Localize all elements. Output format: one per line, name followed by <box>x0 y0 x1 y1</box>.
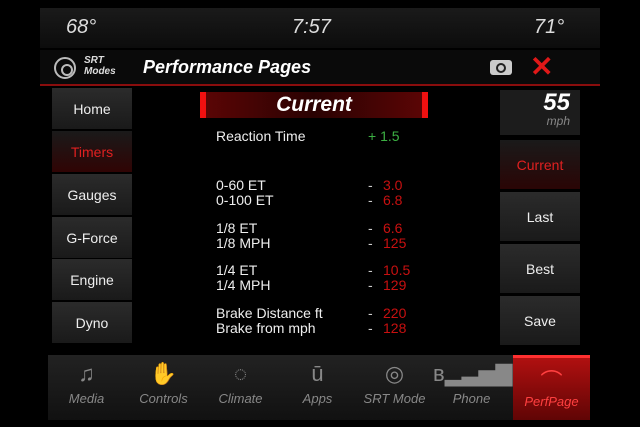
row-dash: - <box>368 277 373 293</box>
header: SRT Modes Performance Pages ✕ <box>40 50 600 86</box>
nav-apps[interactable]: ū Apps <box>279 355 356 420</box>
row-value: 128 <box>383 320 407 336</box>
reaction-time-label: Reaction Time <box>216 128 306 144</box>
row-value: 220 <box>383 305 407 321</box>
row-dash: - <box>368 235 373 251</box>
speed-value: 55 <box>543 89 570 116</box>
climate-icon: ◌ <box>233 361 248 386</box>
best-button[interactable]: Best <box>500 244 580 293</box>
reaction-time-value: + 1.5 <box>368 128 400 144</box>
status-bar: 68° 7:57 71° <box>40 8 600 48</box>
page-title: Performance Pages <box>143 57 312 77</box>
sidebar-item-engine[interactable]: Engine <box>52 259 132 300</box>
nav-controls[interactable]: ✋ Controls <box>125 355 202 420</box>
sidebar-item-timers[interactable]: Timers <box>52 131 132 172</box>
gauge-icon: ⌒ <box>540 369 563 394</box>
row-dash: - <box>368 177 373 193</box>
row-label: 0-60 ET <box>216 177 266 193</box>
save-button[interactable]: Save <box>500 296 580 345</box>
row-label: Brake Distance ft <box>216 305 323 321</box>
temp-right[interactable]: 71° <box>534 16 565 38</box>
steering-wheel-icon: ◎ <box>384 361 405 386</box>
srt-modes-logo: SRT Modes <box>84 55 116 77</box>
row-dash: - <box>368 320 373 336</box>
row-label: 1/4 ET <box>216 262 258 278</box>
temp-left[interactable]: 68° <box>66 16 97 38</box>
sidebar-item-g-force[interactable]: G-Force <box>52 217 132 258</box>
speed-readout: 55 mph <box>500 90 580 135</box>
close-icon[interactable]: ✕ <box>530 51 554 82</box>
row-label: 1/4 MPH <box>216 277 271 293</box>
row-value: 6.6 <box>383 220 403 236</box>
nav-srt-mode[interactable]: ◎ SRT Mode <box>356 355 433 420</box>
row-value: 6.8 <box>383 192 403 208</box>
phone-signal-icon: ʙ▂▃▅▇ <box>433 361 513 386</box>
speed-unit: mph <box>546 114 570 128</box>
current-button[interactable]: Current <box>500 140 580 189</box>
row-dash: - <box>368 192 373 208</box>
nav-climate[interactable]: ◌ Climate <box>202 355 279 420</box>
nav-perfpage[interactable]: ⌒ PerfPage <box>513 355 590 420</box>
controls-icon: ✋ <box>149 361 178 386</box>
apps-icon: ū <box>311 361 324 386</box>
music-icon: ♫ <box>78 361 95 386</box>
section-title: Current <box>200 92 428 118</box>
row-dash: - <box>368 220 373 236</box>
row-value: 10.5 <box>383 262 411 278</box>
nav-media[interactable]: ♫ Media <box>48 355 125 420</box>
steering-wheel-icon <box>54 57 76 79</box>
row-label: 1/8 ET <box>216 220 258 236</box>
row-label: 1/8 MPH <box>216 235 271 251</box>
row-value: 125 <box>383 235 407 251</box>
row-label: 0-100 ET <box>216 192 274 208</box>
last-button[interactable]: Last <box>500 192 580 241</box>
sidebar-item-home[interactable]: Home <box>52 88 132 129</box>
sidebar-item-gauges[interactable]: Gauges <box>52 174 132 215</box>
row-label: Brake from mph <box>216 320 316 336</box>
row-value: 3.0 <box>383 177 403 193</box>
row-dash: - <box>368 262 373 278</box>
bottom-nav: ♫ Media ✋ Controls ◌ Climate ū Apps ◎ SRT Mod… <box>48 355 590 420</box>
camera-icon[interactable] <box>490 60 512 75</box>
clock: 7:57 <box>292 16 331 38</box>
row-dash: - <box>368 305 373 321</box>
sidebar-item-dyno[interactable]: Dyno <box>52 302 132 343</box>
row-value: 129 <box>383 277 407 293</box>
nav-phone[interactable]: ʙ▂▃▅▇ Phone <box>433 361 513 406</box>
